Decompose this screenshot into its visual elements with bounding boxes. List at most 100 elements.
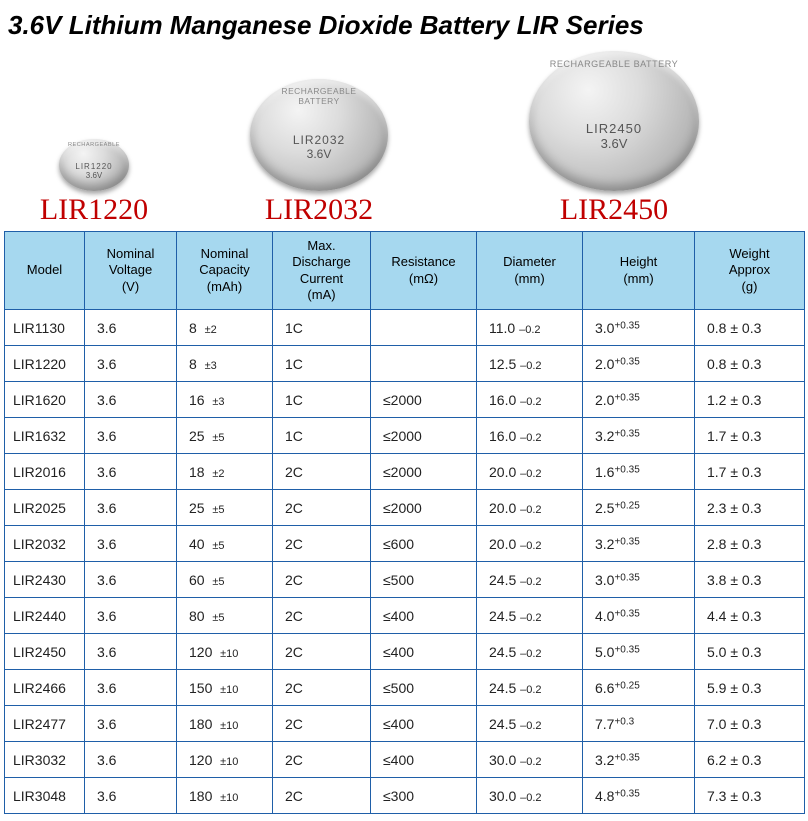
table-cell: ≤400 xyxy=(371,634,477,670)
battery-2: RECHARGEABLE BATTERY LIR2032 3.6V LIR203… xyxy=(174,79,464,227)
table-cell: 2C xyxy=(273,562,371,598)
table-cell: 3.0+0.35 xyxy=(583,310,695,346)
coin-volt-text: 3.6V xyxy=(86,171,102,180)
table-row: LIR30323.6120 ±102C≤40030.0 –0.23.2+0.35… xyxy=(5,742,805,778)
coin-model-text: LIR2032 xyxy=(293,133,345,147)
table-cell: ≤600 xyxy=(371,526,477,562)
table-cell: 7.3 ± 0.3 xyxy=(695,778,805,814)
table-cell: 2C xyxy=(273,742,371,778)
table-cell xyxy=(371,310,477,346)
table-row: LIR12203.68 ±31C12.5 –0.22.0+0.350.8 ± 0… xyxy=(5,346,805,382)
coin-volt-text: 3.6V xyxy=(601,136,628,151)
table-cell: 1C xyxy=(273,418,371,454)
battery-label-1: LIR1220 xyxy=(40,193,148,227)
table-cell: 1C xyxy=(273,310,371,346)
table-cell: 40 ±5 xyxy=(177,526,273,562)
table-row: LIR24303.660 ±52C≤50024.5 –0.23.0+0.353.… xyxy=(5,562,805,598)
table-cell: 5.0 ± 0.3 xyxy=(695,634,805,670)
table-cell: 3.6 xyxy=(85,670,177,706)
table-cell: 2.8 ± 0.3 xyxy=(695,526,805,562)
table-cell: 24.5 –0.2 xyxy=(477,598,583,634)
coin-arc-text: RECHARGEABLE BATTERY xyxy=(264,86,374,106)
th-height: Height(mm) xyxy=(583,232,695,310)
table-cell: ≤400 xyxy=(371,742,477,778)
table-cell: 2C xyxy=(273,670,371,706)
table-cell: ≤500 xyxy=(371,562,477,598)
table-cell: 2C xyxy=(273,598,371,634)
table-cell: 12.5 –0.2 xyxy=(477,346,583,382)
table-row: LIR24403.680 ±52C≤40024.5 –0.24.0+0.354.… xyxy=(5,598,805,634)
table-cell: 20.0 –0.2 xyxy=(477,526,583,562)
table-cell: 18 ±2 xyxy=(177,454,273,490)
table-cell: 0.8 ± 0.3 xyxy=(695,346,805,382)
table-cell: 2C xyxy=(273,706,371,742)
table-cell: LIR2466 xyxy=(5,670,85,706)
table-cell: 24.5 –0.2 xyxy=(477,634,583,670)
table-cell: 3.6 xyxy=(85,418,177,454)
table-cell: 4.8+0.35 xyxy=(583,778,695,814)
table-cell: 3.6 xyxy=(85,598,177,634)
table-cell: 3.6 xyxy=(85,634,177,670)
table-cell: 1.6+0.35 xyxy=(583,454,695,490)
table-cell: 4.0+0.35 xyxy=(583,598,695,634)
th-resistance: Resistance(mΩ) xyxy=(371,232,477,310)
th-weight: WeightApprox(g) xyxy=(695,232,805,310)
table-cell: 180 ±10 xyxy=(177,706,273,742)
table-cell: 3.6 xyxy=(85,742,177,778)
th-diameter: Diameter(mm) xyxy=(477,232,583,310)
table-cell: 2.5+0.25 xyxy=(583,490,695,526)
table-cell xyxy=(371,346,477,382)
table-cell: 2C xyxy=(273,490,371,526)
table-cell: ≤500 xyxy=(371,670,477,706)
table-cell: 3.2+0.35 xyxy=(583,526,695,562)
table-cell: ≤300 xyxy=(371,778,477,814)
table-cell: 30.0 –0.2 xyxy=(477,778,583,814)
table-cell: ≤2000 xyxy=(371,382,477,418)
table-cell: 5.9 ± 0.3 xyxy=(695,670,805,706)
table-cell: LIR2032 xyxy=(5,526,85,562)
table-cell: 1C xyxy=(273,382,371,418)
table-cell: 2.0+0.35 xyxy=(583,346,695,382)
table-cell: 20.0 –0.2 xyxy=(477,490,583,526)
table-cell: ≤400 xyxy=(371,706,477,742)
table-cell: 8 ±2 xyxy=(177,310,273,346)
table-cell: 3.6 xyxy=(85,310,177,346)
table-cell: 4.4 ± 0.3 xyxy=(695,598,805,634)
table-cell: 120 ±10 xyxy=(177,742,273,778)
table-cell: 2C xyxy=(273,634,371,670)
table-cell: 24.5 –0.2 xyxy=(477,562,583,598)
table-cell: 3.6 xyxy=(85,562,177,598)
table-cell: 120 ±10 xyxy=(177,634,273,670)
th-model: Model xyxy=(5,232,85,310)
table-row: LIR24773.6180 ±102C≤40024.5 –0.27.7+0.37… xyxy=(5,706,805,742)
table-cell: 7.0 ± 0.3 xyxy=(695,706,805,742)
coin-lir2032: RECHARGEABLE BATTERY LIR2032 3.6V xyxy=(250,79,388,191)
table-cell: 3.6 xyxy=(85,454,177,490)
table-cell: 180 ±10 xyxy=(177,778,273,814)
table-cell: LIR3032 xyxy=(5,742,85,778)
table-cell: 150 ±10 xyxy=(177,670,273,706)
table-cell: 2.3 ± 0.3 xyxy=(695,490,805,526)
coin-volt-text: 3.6V xyxy=(307,147,332,161)
table-cell: 25 ±5 xyxy=(177,490,273,526)
table-row: LIR20253.625 ±52C≤200020.0 –0.22.5+0.252… xyxy=(5,490,805,526)
battery-label-2: LIR2032 xyxy=(265,193,373,227)
table-cell: 16.0 –0.2 xyxy=(477,418,583,454)
coin-lir1220: RECHARGEABLE LIR1220 3.6V xyxy=(59,139,129,191)
table-cell: 20.0 –0.2 xyxy=(477,454,583,490)
battery-label-3: LIR2450 xyxy=(560,193,668,227)
battery-1: RECHARGEABLE LIR1220 3.6V LIR1220 xyxy=(4,139,174,227)
table-cell: 24.5 –0.2 xyxy=(477,670,583,706)
table-row: LIR16323.625 ±51C≤200016.0 –0.23.2+0.351… xyxy=(5,418,805,454)
th-discharge: Max.DischargeCurrent(mA) xyxy=(273,232,371,310)
table-cell: LIR2430 xyxy=(5,562,85,598)
table-row: LIR24503.6120 ±102C≤40024.5 –0.25.0+0.35… xyxy=(5,634,805,670)
table-cell: LIR1130 xyxy=(5,310,85,346)
table-cell: LIR1620 xyxy=(5,382,85,418)
table-cell: 16 ±3 xyxy=(177,382,273,418)
table-cell: LIR1632 xyxy=(5,418,85,454)
table-cell: 6.6+0.25 xyxy=(583,670,695,706)
table-cell: 80 ±5 xyxy=(177,598,273,634)
table-cell: 2C xyxy=(273,778,371,814)
table-cell: 2.0+0.35 xyxy=(583,382,695,418)
